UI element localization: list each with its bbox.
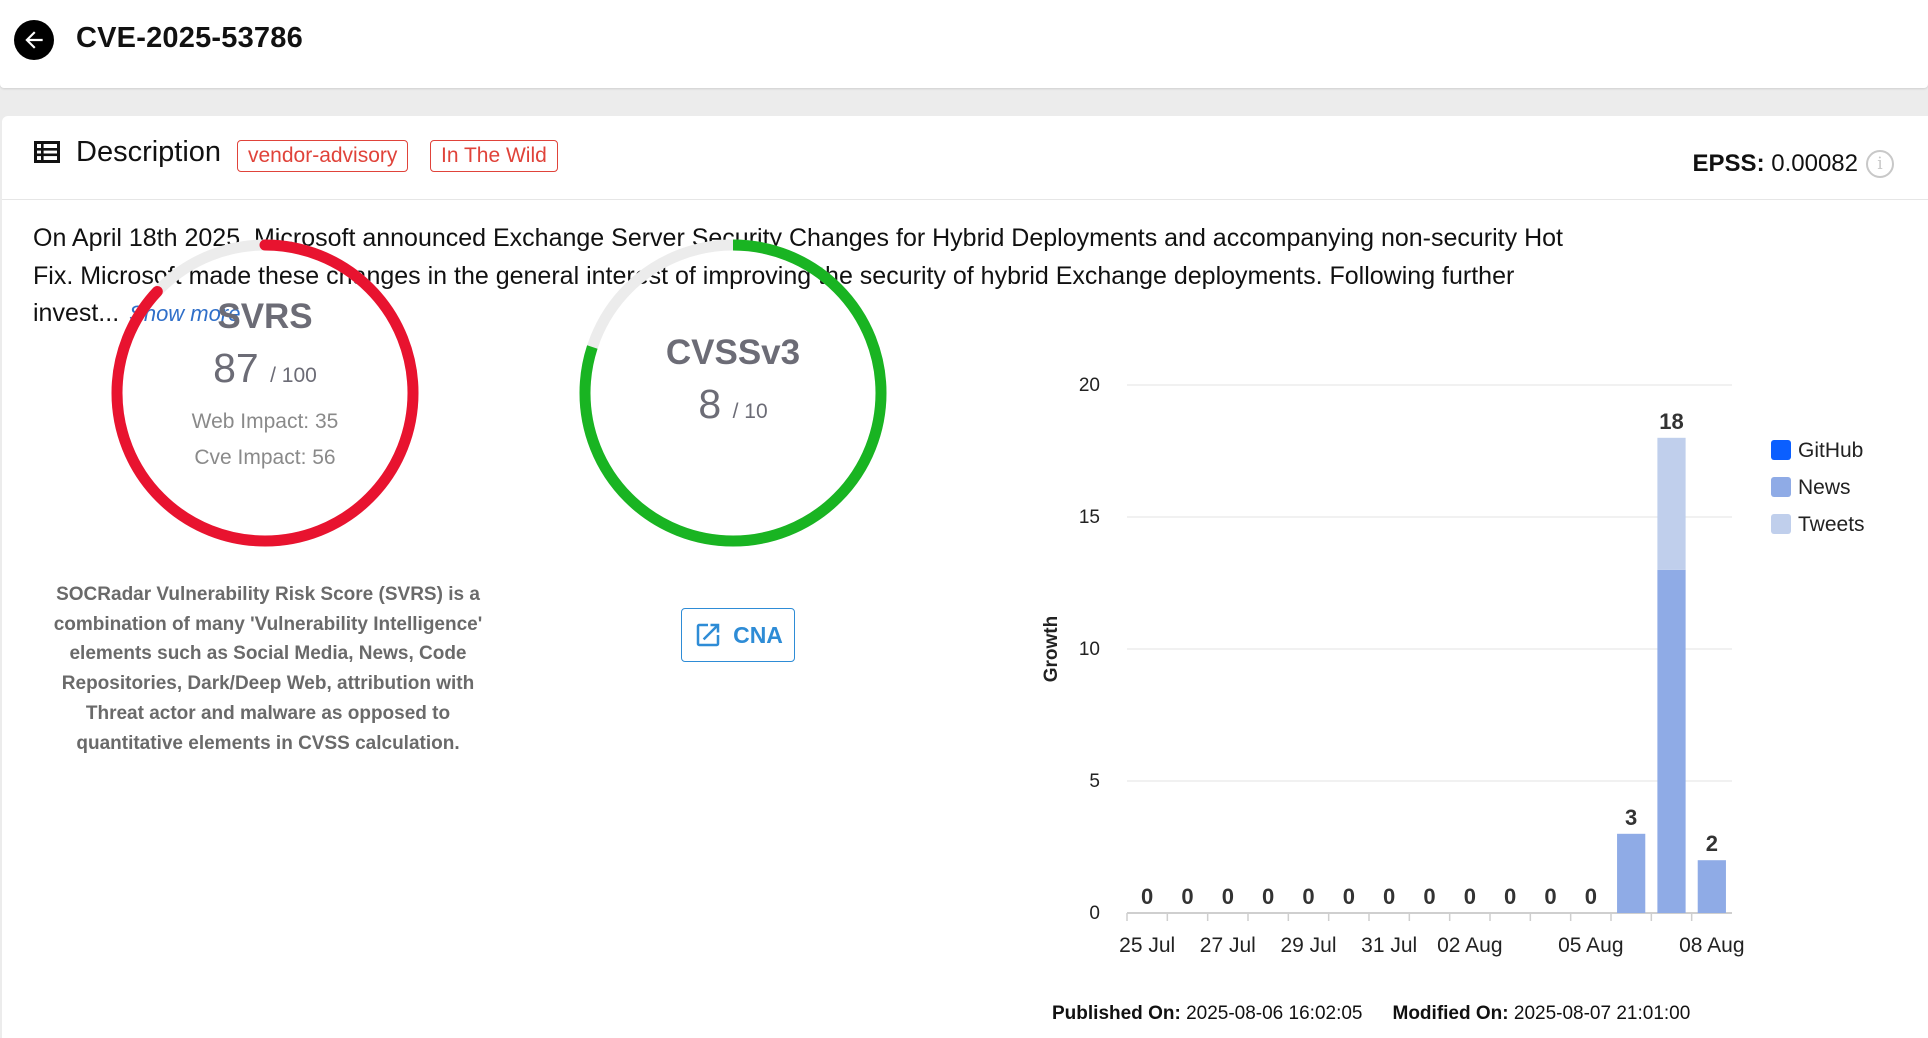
cvss-score-arc — [579, 239, 887, 547]
epss-label: EPSS: — [1692, 150, 1765, 177]
legend-item[interactable]: Tweets — [1798, 513, 1865, 536]
bar-news[interactable] — [1657, 569, 1686, 913]
svrs-gauge: SVRS 87 / 100 Web Impact: 35 Cve Impact:… — [105, 233, 425, 553]
legend-swatch — [1771, 514, 1791, 534]
cvss-gauge: CVSSv3 8 / 10 — [573, 233, 893, 553]
svrs-web-impact: Web Impact: 35 — [191, 410, 339, 433]
bar-total-label: 0 — [1222, 884, 1234, 909]
bar-total-label: 0 — [1302, 884, 1314, 909]
svrs-score: 87 / 100 — [213, 345, 317, 391]
cvss-score: 8 / 10 — [698, 381, 768, 427]
card-header: Description vendor-advisory In The Wild … — [2, 116, 1928, 200]
modified-on: Modified On: 2025-08-07 21:01:00 — [1392, 1003, 1691, 1024]
bar-news[interactable] — [1617, 833, 1646, 913]
x-tick-label: 02 Aug — [1437, 934, 1502, 957]
x-tick-label: 31 Jul — [1361, 934, 1417, 957]
bar-total-label: 2 — [1706, 831, 1718, 856]
bar-total-label: 0 — [1464, 884, 1476, 909]
list-icon — [34, 141, 60, 163]
svrs-label: SVRS — [217, 297, 313, 336]
cna-button[interactable]: CNA — [681, 608, 795, 662]
x-tick-label: 25 Jul — [1119, 934, 1175, 957]
description-text: On April 18th 2025, Microsoft announced … — [33, 220, 1593, 333]
dates-row: Published On: 2025-08-06 16:02:05 Modifi… — [1052, 1003, 1690, 1025]
svrs-description: SOCRadar Vulnerability Risk Score (SVRS)… — [53, 584, 483, 754]
bar-total-label: 0 — [1343, 884, 1355, 909]
top-bar: CVE-2025-53786 — [0, 0, 1928, 88]
epss-value: 0.00082 — [1771, 150, 1858, 177]
section-title: Description — [76, 136, 222, 168]
back-button[interactable] — [14, 20, 54, 60]
x-tick-label: 05 Aug — [1558, 934, 1623, 957]
bar-tweets[interactable] — [1657, 437, 1686, 570]
arrow-left-icon — [25, 31, 43, 49]
bar-total-label: 18 — [1659, 409, 1683, 434]
cvss-ring — [579, 239, 887, 547]
external-link-icon — [696, 623, 720, 647]
bar-news[interactable] — [1697, 860, 1726, 913]
y-tick-label: 0 — [1089, 903, 1100, 924]
x-tick-label: 27 Jul — [1200, 934, 1256, 957]
y-tick-label: 10 — [1079, 639, 1100, 660]
legend-item[interactable]: GitHub — [1798, 439, 1863, 462]
bar-total-label: 0 — [1141, 884, 1153, 909]
svrs-ring — [111, 239, 419, 547]
x-tick-label: 29 Jul — [1280, 934, 1336, 957]
tag-in-the-wild: In The Wild — [430, 140, 558, 172]
epss-score: EPSS: 0.00082 i — [1693, 150, 1894, 178]
y-tick-label: 15 — [1079, 507, 1100, 528]
tag-vendor-advisory: vendor-advisory — [237, 140, 409, 172]
legend-swatch — [1771, 477, 1791, 497]
bar-total-label: 0 — [1504, 884, 1516, 909]
y-tick-label: 5 — [1089, 771, 1100, 792]
bar-total-label: 0 — [1423, 884, 1435, 909]
page-title: CVE-2025-53786 — [76, 22, 303, 54]
y-tick-label: 20 — [1079, 375, 1100, 396]
bar-total-label: 0 — [1262, 884, 1274, 909]
bar-total-label: 0 — [1585, 884, 1597, 909]
cvss-label: CVSSv3 — [665, 333, 801, 372]
description-card: Description vendor-advisory In The Wild … — [2, 116, 1928, 1038]
bar-total-label: 0 — [1181, 884, 1193, 909]
info-icon[interactable]: i — [1866, 150, 1894, 178]
cna-label: CNA — [733, 621, 783, 648]
legend-item[interactable]: News — [1798, 476, 1851, 499]
description-body: On April 18th 2025, Microsoft announced … — [33, 224, 1563, 327]
legend-swatch — [1771, 440, 1791, 460]
bar-total-label: 0 — [1544, 884, 1556, 909]
svrs-cve-impact: Cve Impact: 56 — [194, 446, 336, 469]
bar-total-label: 3 — [1625, 805, 1637, 830]
x-tick-label: 08 Aug — [1679, 934, 1744, 957]
y-axis-label: Growth — [1041, 616, 1062, 683]
published-on: Published On: 2025-08-06 16:02:05 — [1052, 1003, 1363, 1024]
bar-total-label: 0 — [1383, 884, 1395, 909]
svrs-score-arc — [111, 239, 419, 547]
